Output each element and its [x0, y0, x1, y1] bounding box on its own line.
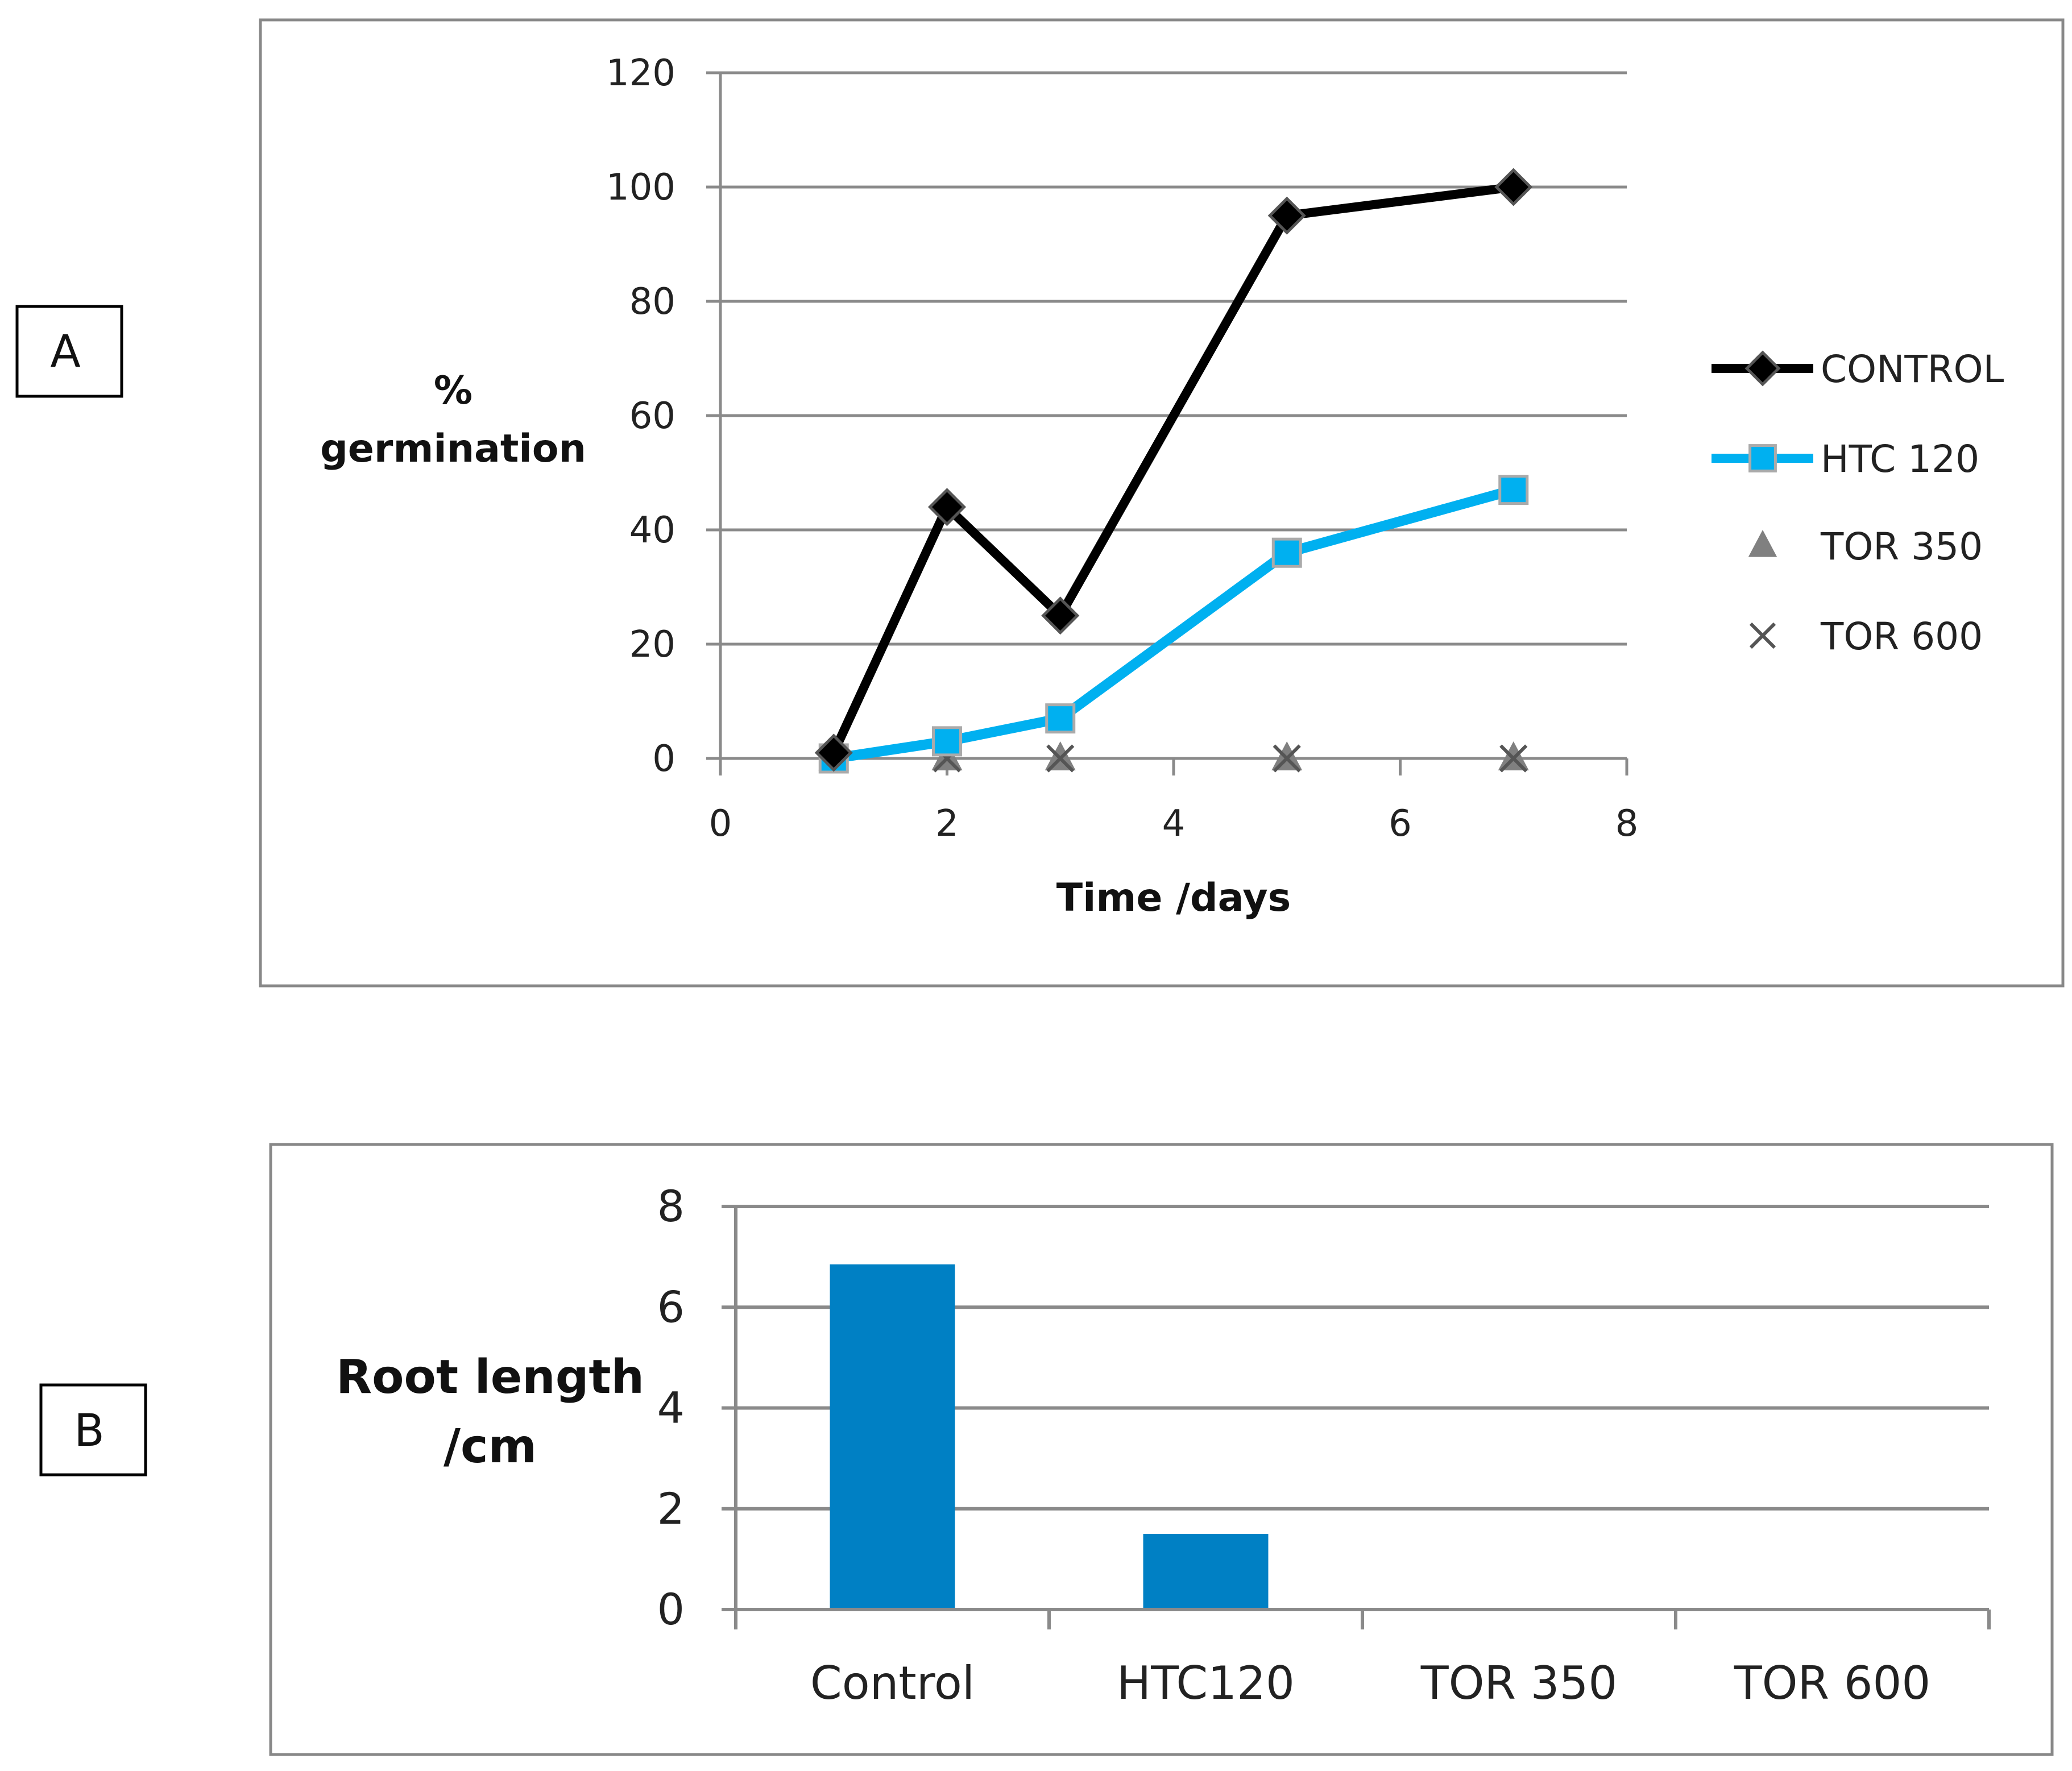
y-tick-label: 100 — [606, 167, 676, 209]
x-category-label: TOR 600 — [1734, 1657, 1931, 1710]
x-category-label: HTC120 — [1117, 1657, 1295, 1710]
panel-a-label: A — [50, 326, 80, 378]
x-tick-label: 6 — [1389, 803, 1412, 845]
x-category-label: TOR 350 — [1420, 1657, 1618, 1710]
data-point-tor-350 — [1045, 741, 1076, 770]
panel-b-label-box — [39, 1383, 147, 1476]
panel-a-label-box — [15, 305, 123, 398]
chart-a-legend: CONTROL HTC 120 TOR 350 TOR 600 — [1712, 347, 2004, 658]
data-point-tor-350 — [1498, 741, 1529, 770]
data-point-control — [927, 488, 967, 526]
legend-marker-control — [1744, 350, 1781, 387]
y-tick-label: 120 — [606, 52, 676, 94]
chart-b-ylabel-line2: /cm — [444, 1420, 537, 1474]
y-tick-label: 6 — [657, 1281, 685, 1332]
chart-a-ylabel-line1: % — [434, 368, 473, 413]
series-line-control — [829, 183, 1514, 755]
chart-b-frame — [269, 1143, 2054, 1756]
data-point-htc-120 — [1271, 537, 1302, 568]
y-tick-label: 4 — [657, 1383, 685, 1433]
data-point-htc-120 — [1045, 703, 1076, 734]
legend-marker-tor-350 — [1748, 530, 1777, 557]
data-point-htc-120 — [1498, 475, 1529, 505]
y-tick-label: 0 — [657, 1584, 685, 1635]
data-point-tor-350 — [1271, 741, 1303, 770]
panel-b-label: B — [74, 1405, 105, 1457]
x-category-label: Control — [810, 1657, 975, 1710]
data-point-control — [1041, 596, 1080, 635]
chart-a-ylabel-line2: germination — [320, 426, 586, 471]
legend-marker-htc-120 — [1748, 444, 1777, 472]
root-length-bar-chart: 0 2 4 6 8 Control HTC120 TOR 350 TOR 600 — [657, 1181, 1991, 1710]
bar-htc120 — [1143, 1534, 1269, 1610]
y-tick-label: 40 — [629, 509, 676, 551]
legend-label-htc-120: HTC 120 — [1821, 437, 1979, 481]
x-tick-label: 2 — [935, 803, 959, 845]
bar-control — [830, 1264, 955, 1610]
legend-label-tor-350: TOR 350 — [1820, 525, 1983, 569]
data-point-tor-600 — [1499, 744, 1528, 773]
data-point-control — [1267, 196, 1306, 235]
x-tick-label: 8 — [1615, 803, 1639, 845]
legend-label-tor-600: TOR 600 — [1820, 615, 1983, 658]
data-point-control — [1494, 168, 1533, 206]
data-point-tor-600 — [1046, 744, 1075, 773]
germination-line-chart: 0 20 40 60 80 100 120 0 2 4 6 8 — [606, 52, 1639, 845]
legend-marker-tor-600 — [1749, 622, 1776, 649]
data-point-control — [814, 733, 853, 772]
data-point-tor-600 — [1273, 744, 1301, 773]
x-tick-label: 4 — [1162, 803, 1186, 845]
chart-b-ylabel-line1: Root length — [336, 1350, 644, 1404]
chart-a-frame — [259, 18, 2065, 988]
legend-label-control: CONTROL — [1821, 347, 2004, 391]
y-tick-label: 2 — [657, 1483, 685, 1534]
chart-a-xlabel: Time /days — [1056, 876, 1291, 920]
y-tick-label: 60 — [629, 395, 676, 437]
y-tick-label: 8 — [657, 1181, 685, 1231]
y-tick-label: 0 — [652, 738, 676, 780]
data-point-htc-120 — [932, 726, 962, 757]
x-tick-label: 0 — [709, 803, 732, 845]
y-tick-label: 80 — [629, 281, 676, 323]
y-tick-label: 20 — [629, 624, 676, 666]
